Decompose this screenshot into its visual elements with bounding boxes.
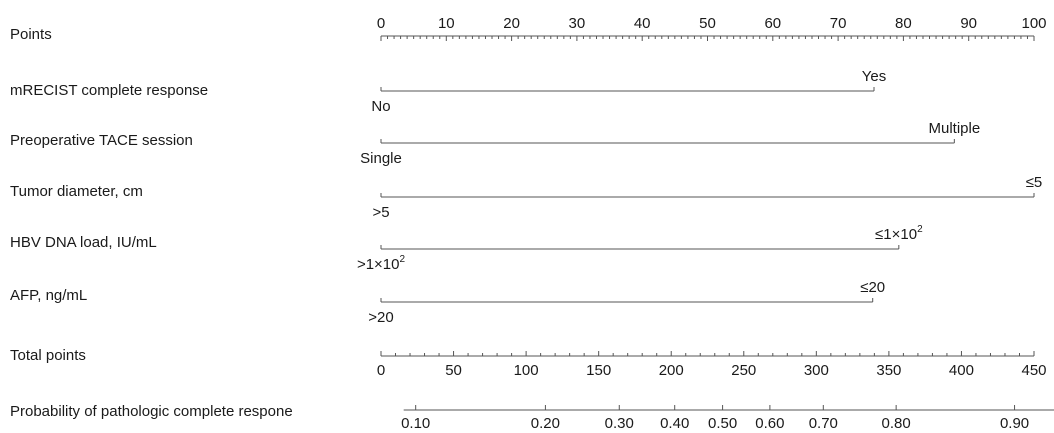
points-tick-label: 70	[830, 15, 847, 32]
probability-tick-label: 0.10	[401, 415, 430, 432]
total-points-tick-label: 250	[731, 362, 756, 379]
predictor-level-label-low: >1×102	[357, 254, 406, 273]
superscript: 2	[399, 254, 405, 265]
probability-tick-label: 0.40	[660, 415, 689, 432]
predictor-label-hbv-dna: HBV DNA load, IU/mL	[10, 234, 157, 251]
total-points-tick-label: 400	[949, 362, 974, 379]
probability-tick-label: 0.80	[882, 415, 911, 432]
superscript: 2	[917, 224, 923, 235]
total-points-tick-label: 0	[377, 362, 385, 379]
predictor-scale-tumor-diameter: >5 ≤5	[372, 174, 1042, 221]
probability-tick-label: 0.20	[531, 415, 560, 432]
total-points-axis-label: Total points	[10, 347, 86, 364]
total-points-tick-label: 100	[514, 362, 539, 379]
predictor-label-afp: AFP, ng/mL	[10, 287, 87, 304]
total-points-tick-label: 50	[445, 362, 462, 379]
total-points-tick-label: 450	[1021, 362, 1046, 379]
points-tick-label: 0	[377, 15, 385, 32]
predictor-scale-hbv-dna: >1×102 ≤1×102	[357, 224, 923, 273]
predictor-level-label-high: ≤20	[860, 279, 885, 296]
points-tick-label: 40	[634, 15, 651, 32]
total-points-tick-label: 150	[586, 362, 611, 379]
predictor-level-label-high: Multiple	[928, 120, 980, 137]
probability-tick-label: 0.90	[1000, 415, 1029, 432]
points-tick-label: 30	[569, 15, 586, 32]
points-tick-label: 10	[438, 15, 455, 32]
points-axis-label: Points	[10, 26, 52, 43]
points-tick-label: 80	[895, 15, 912, 32]
points-tick-label: 20	[503, 15, 520, 32]
total-points-axis: 0 50 100 150 200 250 300 350 400 450	[377, 351, 1047, 379]
probability-tick-label: 0.60	[755, 415, 784, 432]
predictor-label-tace: Preoperative TACE session	[10, 132, 193, 149]
probability-tick-label: 0.70	[809, 415, 838, 432]
points-axis: 0 10 20 30 40 50 60 70 80 90 100	[377, 15, 1047, 41]
total-points-tick-label: 200	[659, 362, 684, 379]
predictor-level-label-low: >20	[368, 309, 393, 326]
probability-axis-label: Probability of pathologic complete respo…	[10, 403, 293, 420]
probability-tick-label: 0.50	[708, 415, 737, 432]
probability-axis: 0.100.200.300.400.500.600.700.800.900.95	[401, 405, 1054, 432]
predictor-label-mrecist: mRECIST complete response	[10, 82, 208, 99]
total-points-tick-label: 300	[804, 362, 829, 379]
points-tick-label: 50	[699, 15, 716, 32]
points-tick-label: 100	[1021, 15, 1046, 32]
predictor-level-label-high: ≤1×102	[875, 224, 923, 243]
predictor-level-label-high: Yes	[862, 68, 886, 85]
predictor-level-label-high: ≤5	[1026, 174, 1043, 191]
predictor-level-label-low: >5	[372, 204, 389, 221]
predictor-scale-mrecist: No Yes	[371, 68, 886, 115]
predictor-level-label-low: Single	[360, 150, 402, 167]
total-points-tick-label: 350	[876, 362, 901, 379]
predictor-scale-afp: >20 ≤20	[368, 279, 885, 326]
points-tick-label: 60	[764, 15, 781, 32]
points-tick-label: 90	[960, 15, 977, 32]
predictor-label-tumor-diameter: Tumor diameter, cm	[10, 183, 143, 200]
predictor-scale-tace: Single Multiple	[360, 120, 980, 167]
predictor-level-label-low: No	[371, 98, 390, 115]
probability-tick-label: 0.30	[605, 415, 634, 432]
